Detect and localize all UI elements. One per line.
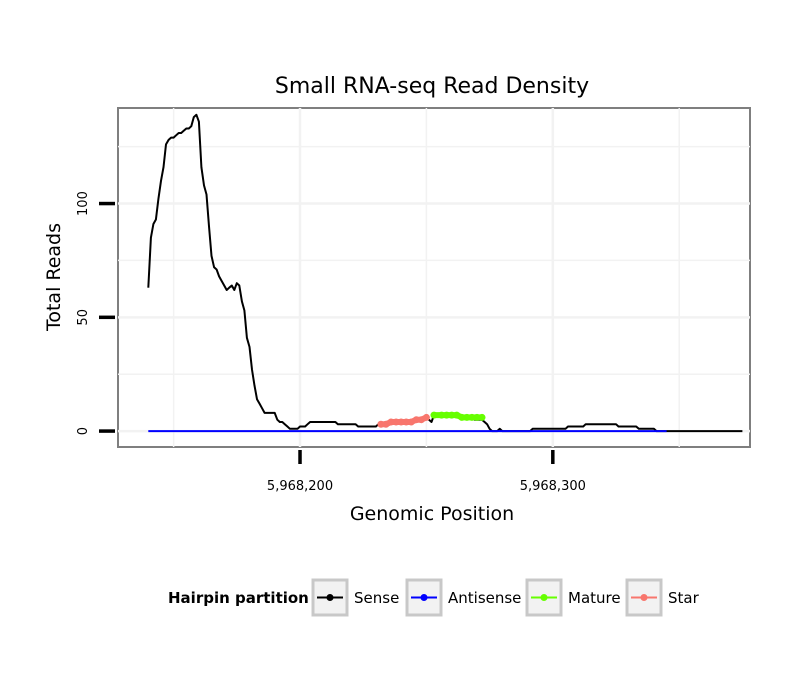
x-axis-title: Genomic Position: [350, 503, 514, 525]
legend-title: Hairpin partition: [168, 589, 309, 607]
legend-label-sense: Sense: [354, 589, 399, 607]
chart-title: Small RNA-seq Read Density: [275, 74, 589, 99]
y-tick-label: 100: [76, 191, 91, 216]
series-line-sense: [147, 113, 743, 433]
data-point-mature: [458, 413, 466, 421]
data-point-star: [392, 418, 400, 426]
data-point-star: [412, 416, 420, 424]
data-point-star: [397, 418, 405, 426]
legend-key-dot-antisense: [420, 594, 428, 601]
data-point-mature: [463, 413, 471, 421]
legend: Hairpin partition Sense Antisense Mature St…: [168, 578, 700, 617]
data-point-mature: [448, 411, 456, 419]
y-axis-title: Total Reads: [43, 223, 65, 332]
legend-label-mature: Mature: [568, 589, 621, 607]
x-tick-label: 5,968,200: [267, 479, 333, 494]
legend-key-dot-star: [640, 594, 648, 601]
data-point-mature: [478, 413, 486, 421]
data-point-star: [402, 418, 410, 426]
data-point-mature: [438, 411, 446, 419]
legend-key-dot-sense: [326, 594, 334, 601]
axis-layer: 5,968,200 5,968,300 0 50 100: [76, 191, 586, 494]
data-point-star: [377, 420, 385, 428]
x-tick-label: 5,968,300: [520, 479, 586, 494]
data-point-star: [422, 413, 430, 421]
legend-label-star: Star: [668, 589, 700, 607]
data-point-mature: [443, 411, 451, 419]
data-point-mature: [430, 411, 438, 419]
y-tick-label: 50: [76, 309, 91, 326]
data-point-mature: [468, 413, 476, 421]
data-point-mature: [473, 413, 481, 421]
legend-label-antisense: Antisense: [448, 589, 521, 607]
y-tick-label: 0: [76, 427, 91, 435]
plot-panel: [117, 107, 751, 448]
legend-key-dot-mature: [540, 594, 548, 601]
data-point-star: [387, 418, 395, 426]
series-layer: [147, 113, 743, 433]
